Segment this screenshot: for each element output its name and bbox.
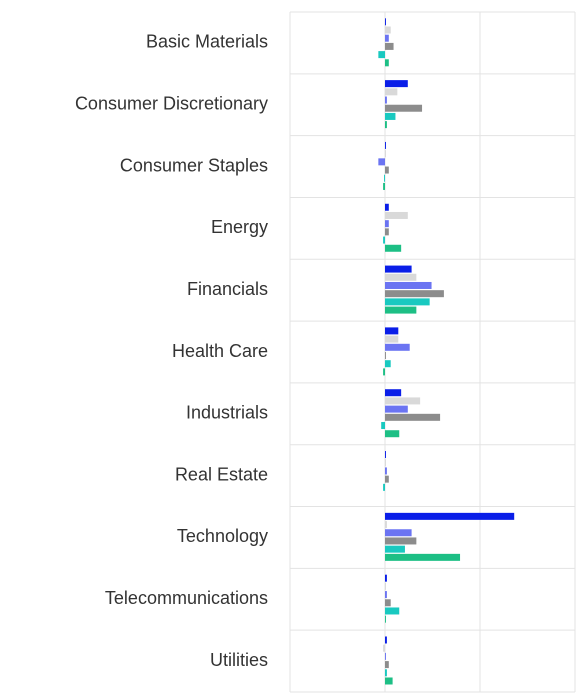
bar	[385, 636, 387, 644]
bar	[385, 298, 430, 306]
bar	[385, 430, 400, 438]
bar	[378, 51, 385, 59]
bar	[383, 236, 385, 244]
bar	[385, 335, 399, 343]
bar	[385, 290, 444, 298]
bar	[385, 459, 386, 467]
bar	[385, 389, 402, 397]
bar	[385, 521, 387, 529]
bar	[385, 591, 387, 599]
bar	[385, 327, 399, 335]
bar	[383, 182, 385, 190]
bar	[385, 599, 391, 607]
bar	[384, 174, 385, 182]
y-tick-label: Energy	[211, 217, 268, 237]
bar	[385, 150, 386, 158]
bar	[385, 529, 412, 537]
bar	[385, 652, 386, 660]
bar	[385, 475, 389, 483]
bar	[385, 352, 386, 359]
bar	[385, 574, 387, 582]
bar	[385, 88, 398, 96]
bar	[385, 343, 410, 351]
bar	[383, 644, 385, 652]
bar	[385, 59, 389, 67]
bar	[385, 413, 441, 421]
bar	[385, 661, 389, 669]
bar	[385, 553, 461, 561]
bar	[385, 306, 417, 314]
bar	[385, 203, 389, 211]
bar	[385, 104, 423, 112]
bar	[385, 96, 387, 104]
bar	[378, 158, 385, 166]
bar	[385, 615, 386, 623]
bar	[385, 80, 408, 88]
bar	[385, 669, 387, 677]
bar	[385, 537, 417, 545]
bar	[385, 228, 389, 236]
bar	[385, 281, 432, 289]
y-tick-label: Real Estate	[175, 464, 268, 484]
bar	[383, 483, 385, 491]
y-tick-label: Consumer Staples	[120, 155, 268, 175]
y-tick-label: Health Care	[172, 341, 268, 361]
bar	[385, 18, 386, 26]
bar	[381, 422, 385, 430]
y-tick-label: Financials	[187, 279, 268, 299]
bar	[385, 273, 417, 281]
bar	[385, 677, 393, 685]
bar	[385, 405, 408, 413]
bar	[385, 166, 389, 174]
bar	[385, 451, 386, 459]
bar	[385, 582, 386, 590]
bar	[385, 121, 387, 129]
bar	[385, 512, 515, 520]
y-tick-label: Basic Materials	[146, 32, 268, 52]
bar	[385, 34, 389, 42]
y-tick-label: Consumer Discretionary	[75, 93, 268, 113]
bar	[383, 368, 385, 376]
bar	[385, 42, 394, 50]
bar	[385, 607, 400, 615]
bar	[385, 112, 396, 120]
bar	[385, 397, 421, 405]
bar	[385, 545, 405, 553]
y-tick-label: Telecommunications	[105, 588, 268, 608]
bar	[385, 467, 387, 475]
bar	[385, 265, 412, 273]
bar	[385, 211, 408, 219]
bar	[385, 26, 391, 34]
bar	[385, 141, 386, 149]
y-tick-label: Industrials	[186, 403, 268, 423]
bar	[385, 360, 391, 368]
y-tick-label: Technology	[177, 526, 268, 546]
bar	[385, 244, 402, 252]
bar	[385, 220, 389, 228]
y-tick-label: Utilities	[210, 650, 268, 670]
